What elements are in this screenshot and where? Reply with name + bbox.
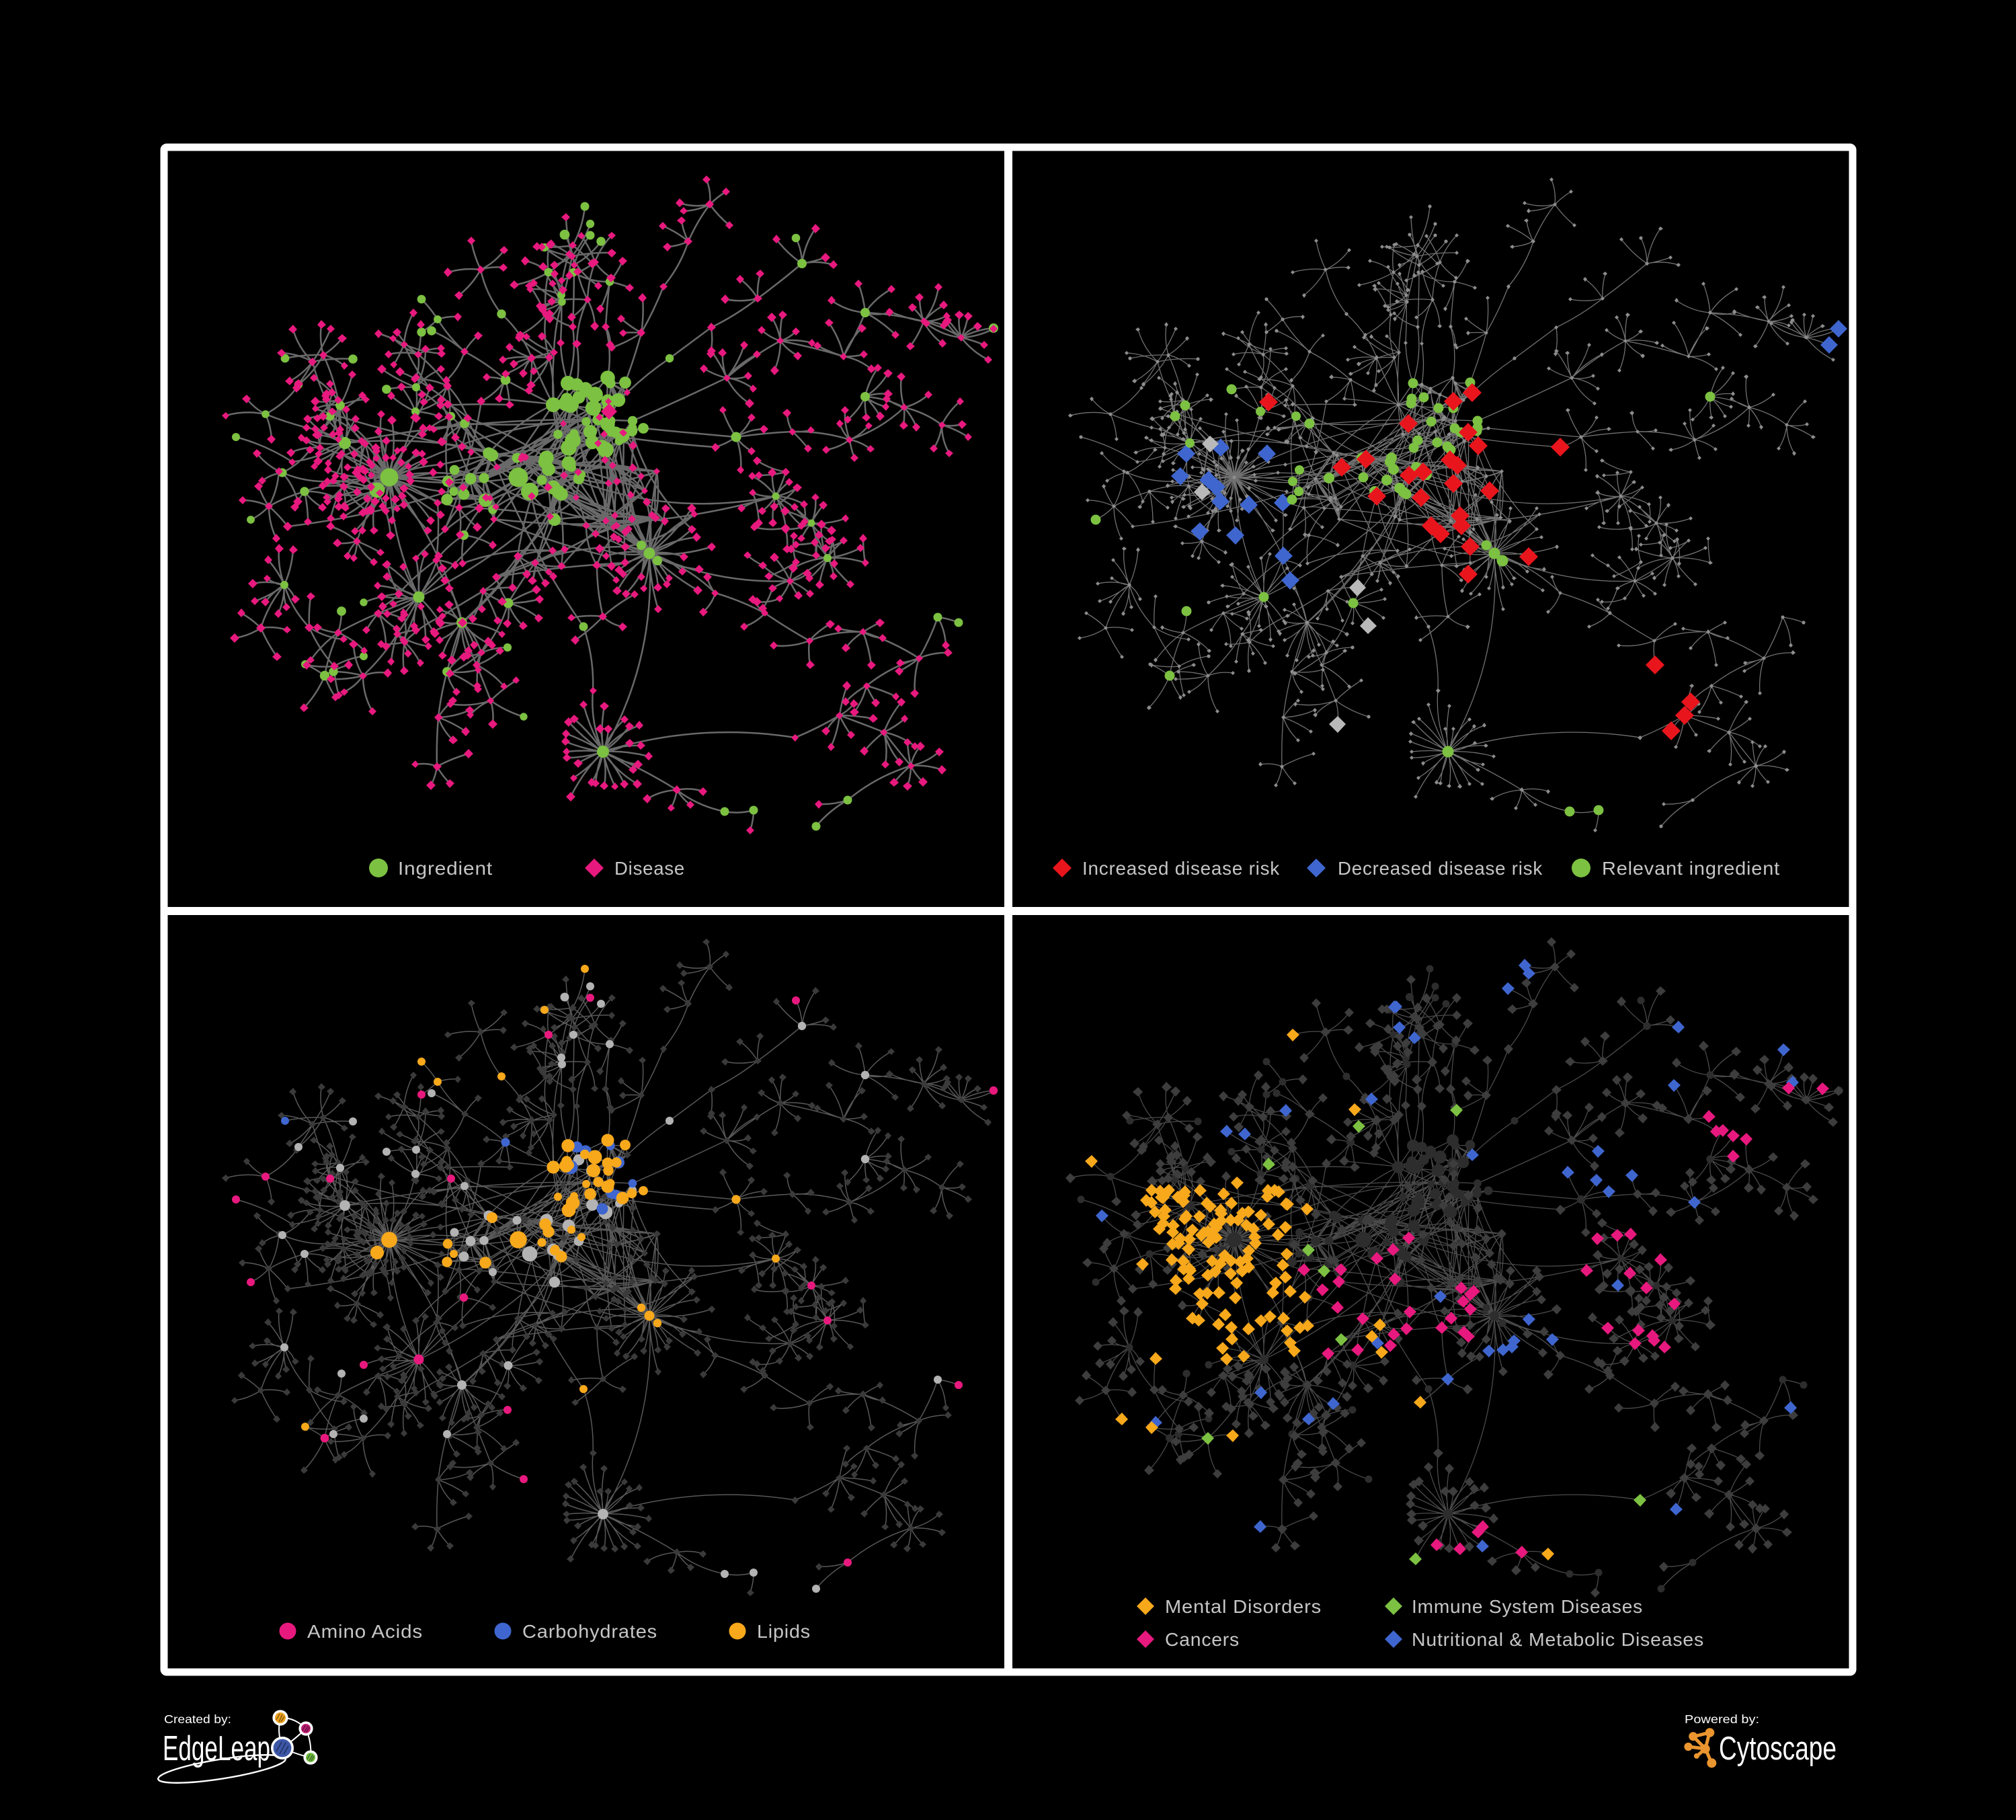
svg-text:Created by:: Created by: [164, 1712, 231, 1726]
svg-text:Amino Acids: Amino Acids [307, 1621, 423, 1642]
svg-text:Increased disease risk: Increased disease risk [1082, 858, 1280, 879]
svg-text:Nutritional & Metabolic Diseas: Nutritional & Metabolic Diseases [1412, 1629, 1704, 1650]
svg-text:Cytoscape: Cytoscape [1719, 1731, 1837, 1767]
svg-text:Mental Disorders: Mental Disorders [1165, 1596, 1322, 1617]
svg-text:Cancers: Cancers [1165, 1629, 1240, 1650]
svg-text:Decreased disease risk: Decreased disease risk [1338, 858, 1543, 879]
svg-text:Lipids: Lipids [757, 1621, 811, 1642]
svg-text:Powered by:: Powered by: [1685, 1712, 1759, 1726]
svg-text:Ingredient: Ingredient [398, 858, 493, 879]
svg-text:Disease: Disease [614, 858, 685, 879]
svg-text:Relevant ingredient: Relevant ingredient [1602, 858, 1780, 879]
svg-text:Immune System Diseases: Immune System Diseases [1412, 1596, 1643, 1617]
svg-text:Carbohydrates: Carbohydrates [522, 1621, 657, 1642]
svg-text:EdgeLeap: EdgeLeap [163, 1729, 270, 1768]
